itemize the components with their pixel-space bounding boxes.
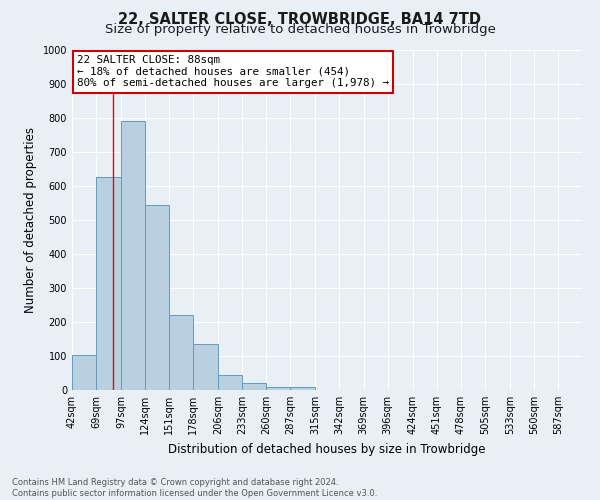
Bar bbox=[218, 374, 242, 390]
Bar bbox=[193, 344, 218, 390]
Text: Size of property relative to detached houses in Trowbridge: Size of property relative to detached ho… bbox=[104, 22, 496, 36]
Bar bbox=[242, 383, 266, 390]
Y-axis label: Number of detached properties: Number of detached properties bbox=[24, 127, 37, 313]
Text: 22, SALTER CLOSE, TROWBRIDGE, BA14 7TD: 22, SALTER CLOSE, TROWBRIDGE, BA14 7TD bbox=[119, 12, 482, 28]
X-axis label: Distribution of detached houses by size in Trowbridge: Distribution of detached houses by size … bbox=[168, 442, 486, 456]
Bar bbox=[266, 386, 290, 390]
Bar bbox=[290, 388, 316, 390]
Bar bbox=[145, 204, 169, 390]
Bar bbox=[169, 315, 193, 390]
Bar bbox=[96, 178, 121, 390]
Bar bbox=[72, 355, 96, 390]
Text: Contains HM Land Registry data © Crown copyright and database right 2024.
Contai: Contains HM Land Registry data © Crown c… bbox=[12, 478, 377, 498]
Text: 22 SALTER CLOSE: 88sqm
← 18% of detached houses are smaller (454)
80% of semi-de: 22 SALTER CLOSE: 88sqm ← 18% of detached… bbox=[77, 55, 389, 88]
Bar bbox=[121, 122, 145, 390]
